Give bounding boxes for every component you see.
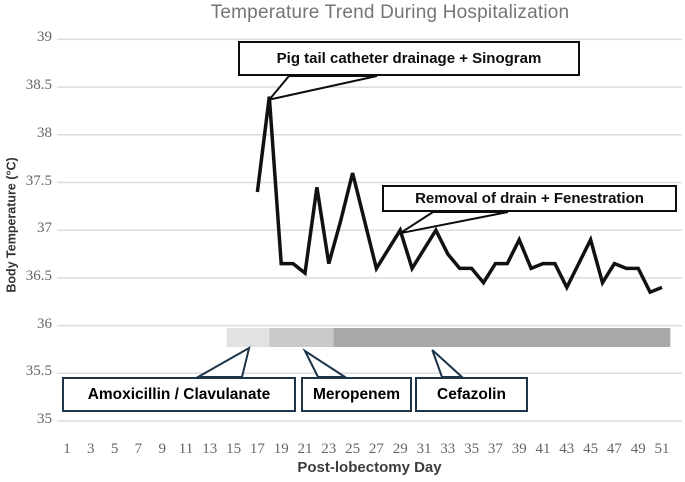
callout-wedges bbox=[194, 75, 509, 378]
x-tick-label: 11 bbox=[178, 441, 194, 457]
antibiotic-bar-segment bbox=[269, 328, 334, 347]
x-tick-label: 5 bbox=[110, 441, 119, 457]
x-tick-label: 13 bbox=[202, 441, 218, 457]
antibiotic-label-cefazolin: Cefazolin bbox=[415, 377, 528, 412]
x-axis-label: Post-lobectomy Day bbox=[297, 459, 442, 476]
x-tick-label: 9 bbox=[158, 441, 166, 457]
x-tick-label: 3 bbox=[87, 441, 95, 457]
antibiotic-bar-segment bbox=[333, 328, 671, 347]
callout-wedge bbox=[194, 345, 251, 378]
temperature-series-line bbox=[255, 96, 663, 295]
callout-wedge bbox=[399, 211, 509, 235]
x-tick-label: 25 bbox=[345, 441, 361, 457]
y-tick-label: 38 bbox=[37, 124, 52, 141]
antibiotic-label-text: Amoxicillin / Clavulanate bbox=[87, 385, 271, 403]
x-tick-label: 49 bbox=[630, 441, 646, 457]
x-tick-label: 7 bbox=[134, 441, 143, 457]
x-tick-label: 39 bbox=[511, 441, 527, 457]
callout-wedge bbox=[266, 75, 378, 102]
temperature-line bbox=[255, 96, 663, 295]
x-tick-label: 41 bbox=[535, 441, 551, 457]
y-tick-label: 38.5 bbox=[25, 77, 52, 94]
annotation-label: Pig tail catheter drainage + Sinogram bbox=[276, 50, 542, 67]
antibiotic-label-meropenem: Meropenem bbox=[301, 377, 412, 412]
antibiotic-label-text: Meropenem bbox=[313, 385, 400, 403]
x-tick-label: 35 bbox=[464, 441, 480, 457]
x-tick-label: 29 bbox=[392, 441, 408, 457]
antibiotic-bar-segment bbox=[226, 328, 270, 347]
antibiotic-bars bbox=[226, 328, 671, 347]
x-tick-label: 37 bbox=[487, 441, 503, 457]
x-tick-label: 1 bbox=[63, 441, 71, 457]
x-tick-label: 31 bbox=[416, 441, 432, 457]
x-tick-label: 51 bbox=[654, 441, 670, 457]
x-tick-label: 47 bbox=[606, 441, 622, 457]
x-tick-label: 45 bbox=[583, 441, 599, 457]
x-tick-label: 43 bbox=[559, 441, 575, 457]
x-tick-label: 19 bbox=[273, 441, 289, 457]
gridlines bbox=[57, 38, 682, 422]
y-tick-label: 35.5 bbox=[25, 363, 52, 380]
x-tick-label: 23 bbox=[321, 441, 337, 457]
annotation-label: Removal of drain + Fenestration bbox=[415, 190, 644, 207]
y-tick-label: 35 bbox=[37, 411, 52, 427]
y-tick-label: 37.5 bbox=[25, 172, 52, 189]
y-tick-label: 39 bbox=[37, 29, 52, 46]
x-tick-label: 21 bbox=[297, 441, 313, 457]
y-tick-label: 36 bbox=[37, 315, 52, 332]
antibiotic-label-amoxicillin-clavulanate: Amoxicillin / Clavulanate bbox=[62, 377, 296, 412]
y-tick-label: 36.5 bbox=[25, 267, 52, 284]
antibiotic-label-text: Cefazolin bbox=[437, 385, 506, 403]
x-tick-label: 33 bbox=[440, 441, 456, 457]
y-tick-label: 37 bbox=[37, 220, 52, 237]
annotation-box-drain-removal: Removal of drain + Fenestration bbox=[382, 185, 677, 212]
chart-title: Temperature Trend During Hospitalization bbox=[210, 2, 570, 23]
annotation-box-pigtail-catheter: Pig tail catheter drainage + Sinogram bbox=[238, 41, 580, 76]
x-tick-label: 17 bbox=[249, 441, 265, 457]
x-tick-label: 27 bbox=[368, 441, 384, 457]
x-tick-label: 15 bbox=[226, 441, 242, 457]
